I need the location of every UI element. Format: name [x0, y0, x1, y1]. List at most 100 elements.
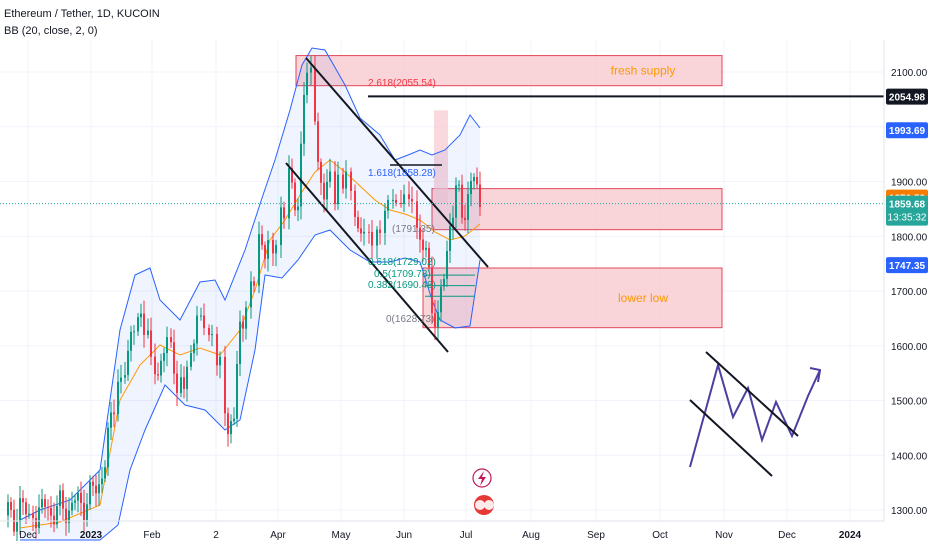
candle-body: [357, 216, 359, 229]
candle-body: [272, 239, 274, 254]
x-tick-label: Sep: [587, 530, 605, 541]
candle-body: [473, 177, 475, 182]
candle-body: [53, 515, 55, 525]
candle-body: [120, 377, 122, 382]
fib-label: 0(1628.73): [386, 314, 434, 325]
candle-body: [92, 481, 94, 486]
candles: [7, 55, 481, 542]
candle-body: [411, 199, 413, 202]
projection-channel-lower: [689, 399, 773, 477]
candle-body: [193, 343, 195, 354]
candle-body: [288, 168, 290, 219]
candle-body: [95, 485, 97, 494]
zone-label: lower low: [618, 291, 668, 305]
y-tick-label: 1500.00: [891, 397, 928, 408]
candle-body: [458, 184, 460, 186]
fib-label: 0.5(1709.78): [374, 269, 431, 280]
candle-body: [455, 185, 457, 218]
candle-body: [50, 508, 52, 516]
price-label: 1993.69: [889, 126, 926, 137]
candle-body: [419, 227, 421, 240]
candle-body: [431, 267, 433, 314]
candle-body: [368, 231, 370, 233]
candle-body: [297, 206, 299, 211]
candle-body: [104, 467, 106, 479]
price-label-box: [886, 122, 928, 139]
candle-body: [264, 245, 266, 259]
candle-body: [25, 502, 27, 515]
zone-label: fresh supply: [611, 64, 676, 78]
candle-body: [275, 245, 277, 254]
candle-body: [233, 418, 235, 422]
candle-body: [440, 286, 442, 313]
candle-body: [314, 67, 316, 122]
candle-body: [258, 234, 260, 286]
candle-body: [10, 502, 12, 510]
candle-body: [110, 412, 112, 428]
price-label-box: [886, 257, 928, 274]
x-tick-label: Feb: [143, 530, 161, 541]
candle-body: [403, 194, 405, 204]
candle-body: [176, 373, 178, 393]
candle-body: [41, 499, 43, 508]
candle-body: [253, 281, 255, 286]
candle-body: [140, 313, 142, 318]
candle-body: [479, 184, 481, 207]
candle-body: [306, 72, 308, 95]
candle-body: [59, 490, 61, 506]
x-tick-label: Jul: [460, 530, 473, 541]
candle-body: [117, 381, 119, 415]
candle-body: [28, 513, 30, 515]
fib-label: 0.618(1729.02): [368, 257, 436, 268]
candle-body: [203, 315, 205, 329]
candle-body: [236, 364, 238, 419]
candle-body: [342, 174, 344, 189]
candle-body: [227, 413, 229, 435]
candle-body: [180, 377, 182, 393]
candle-body: [68, 510, 70, 523]
candle-body: [137, 317, 139, 332]
zone-box: [295, 55, 723, 87]
x-tick-label: Apr: [270, 530, 286, 541]
candle-body: [80, 492, 82, 503]
candle-body: [56, 505, 58, 525]
projection-channel-upper: [705, 351, 799, 437]
candle-body: [107, 427, 109, 468]
channel-upper-line: [305, 57, 489, 268]
candle-body: [230, 421, 232, 435]
candle-body: [291, 168, 293, 183]
bb-upper-band: [19, 47, 481, 521]
indicator-legend[interactable]: BB (20, close, 2, 0): [4, 25, 98, 37]
candle-body: [242, 321, 244, 329]
flag-stripe: [484, 500, 494, 510]
countdown-label: 13:35:32: [888, 213, 927, 224]
candle-body: [211, 334, 213, 336]
candle-body: [443, 278, 445, 287]
candle-body: [130, 331, 132, 351]
candle-body: [422, 239, 424, 250]
candle-body: [170, 337, 172, 343]
candle-body: [376, 229, 378, 246]
y-tick-label: 2100.00: [891, 68, 928, 79]
candle-body: [74, 500, 76, 503]
lightning-glyph: [478, 471, 486, 486]
candle-body: [250, 281, 252, 308]
candle-body: [7, 502, 9, 516]
candle-body: [44, 499, 46, 507]
candle-body: [113, 412, 115, 415]
candle-body: [216, 334, 218, 366]
candle-body: [337, 174, 339, 205]
candle-body: [183, 377, 185, 389]
candle-body: [124, 375, 126, 378]
symbol-title[interactable]: Ethereum / Tether, 1D, KUCOIN: [4, 8, 160, 20]
candle-body: [326, 181, 328, 200]
flag-stripe: [475, 500, 485, 510]
x-tick-label: Oct: [652, 530, 668, 541]
candle-body: [400, 202, 402, 204]
candle-body: [166, 337, 168, 354]
candle-body: [98, 484, 100, 494]
y-tick-label: 1600.00: [891, 342, 928, 353]
candle-body: [310, 67, 312, 73]
x-tick-label: Dec: [778, 530, 796, 541]
